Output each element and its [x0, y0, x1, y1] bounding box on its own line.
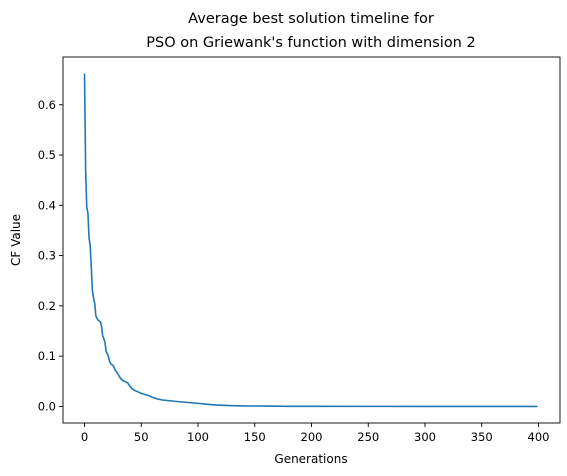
- y-tick-label: 0.0: [38, 399, 56, 413]
- chart-title-line-2: PSO on Griewank's function with dimensio…: [146, 35, 475, 51]
- x-tick-label: 350: [471, 430, 493, 444]
- y-axis-label: CF Value: [9, 214, 23, 266]
- y-tick-label: 0.3: [38, 249, 56, 263]
- x-tick-label: 150: [244, 430, 266, 444]
- series-line: [83, 73, 538, 408]
- x-axis-ticks: 0 50 100 150 200 250 300 350 400: [81, 423, 550, 444]
- x-tick-label: 50: [134, 430, 149, 444]
- x-tick-label: 400: [528, 430, 550, 444]
- x-axis-label: Generations: [274, 452, 347, 466]
- y-tick-label: 0.5: [38, 148, 56, 162]
- y-axis-ticks: 0.0 0.1 0.2 0.3 0.4 0.5 0.6: [38, 98, 63, 413]
- x-tick-label: 100: [187, 430, 209, 444]
- plot-area-frame: [62, 56, 561, 424]
- y-tick-label: 0.2: [38, 299, 56, 313]
- x-tick-label: 250: [357, 430, 379, 444]
- x-tick-label: 300: [414, 430, 436, 444]
- y-tick-label: 0.1: [38, 349, 56, 363]
- y-tick-label: 0.6: [38, 98, 56, 112]
- series-layer: [83, 73, 538, 408]
- chart-title-line-1: Average best solution timeline for: [188, 11, 434, 27]
- x-tick-label: 200: [301, 430, 323, 444]
- x-tick-label: 0: [81, 430, 88, 444]
- y-tick-label: 0.4: [38, 198, 56, 212]
